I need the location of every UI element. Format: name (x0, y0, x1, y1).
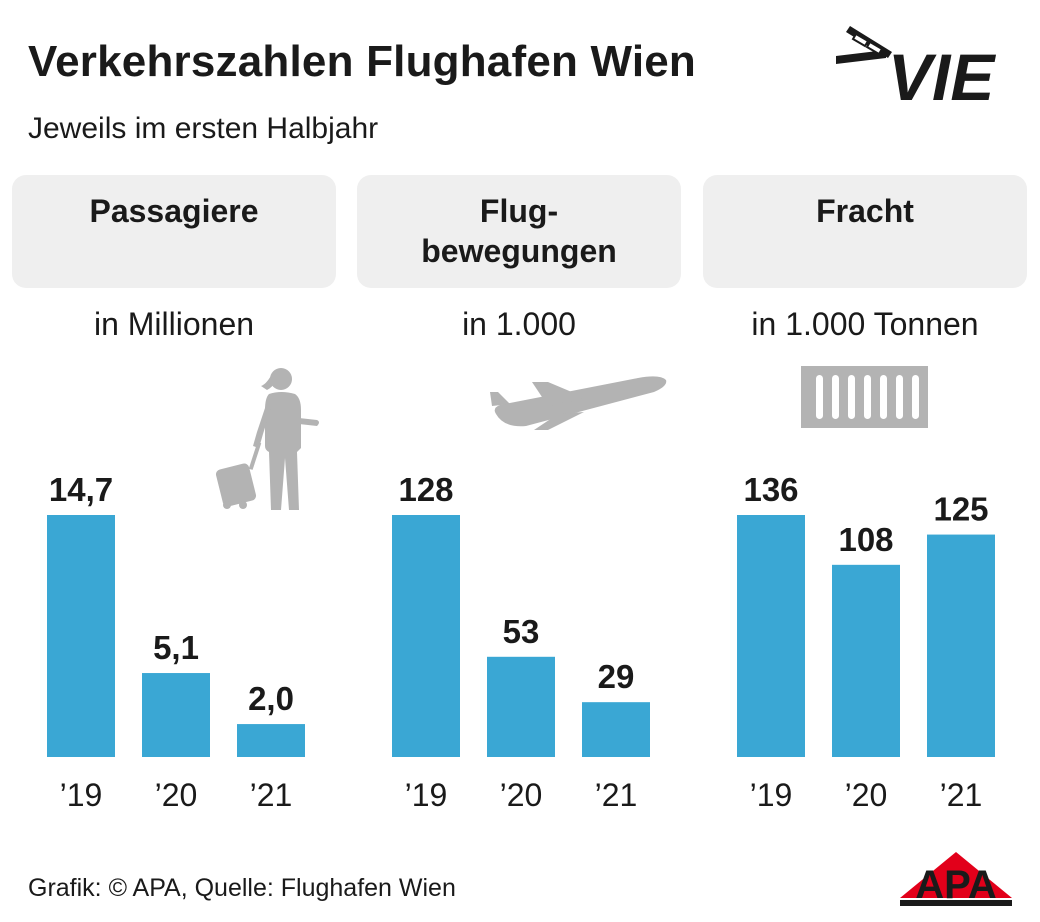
source-credit: Grafik: © APA, Quelle: Flughafen Wien (28, 874, 456, 902)
bar-2-1 (832, 564, 900, 757)
bar-1-0 (392, 515, 460, 757)
value-label-2-1: 108 (838, 521, 893, 558)
panel-header-flugbewegungen: Flug- bewegungen (357, 175, 681, 288)
unit-fracht: in 1.000 Tonnen (751, 306, 979, 342)
panel-title-flugbewegungen: Flug- bewegungen (421, 193, 617, 269)
cargo-container-icon (801, 366, 928, 428)
panel-header-passagiere: Passagiere (12, 175, 336, 288)
bar-1-2 (582, 702, 650, 757)
bar-0-1 (142, 673, 210, 757)
bar-1-1 (487, 656, 555, 757)
panel-title-passagiere: Passagiere (89, 193, 259, 229)
value-label-0-0: 14,7 (49, 471, 113, 508)
category-label-0-2: ’21 (250, 777, 293, 813)
panel-header-fracht: Fracht (703, 175, 1027, 288)
category-label-2-2: ’21 (940, 777, 983, 813)
category-label-0-1: ’20 (155, 777, 198, 813)
airplane-icon (490, 376, 667, 430)
vie-logo: VIE (836, 26, 996, 108)
category-label-2-1: ’20 (845, 777, 888, 813)
category-label-1-2: ’21 (595, 777, 638, 813)
category-label-1-1: ’20 (500, 777, 543, 813)
value-label-0-2: 2,0 (248, 680, 294, 717)
value-label-0-1: 5,1 (153, 629, 199, 666)
value-label-1-2: 29 (598, 658, 635, 695)
category-label-1-0: ’19 (405, 777, 448, 813)
apa-logo-text: APA (915, 863, 996, 907)
value-label-1-1: 53 (503, 613, 540, 650)
category-label-2-0: ’19 (750, 777, 793, 813)
chart-subtitle: Jeweils im ersten Halbjahr (28, 112, 379, 145)
bar-2-2 (927, 534, 995, 757)
chart-title: Verkehrszahlen Flughafen Wien (28, 37, 697, 86)
apa-logo: APA (900, 852, 1012, 907)
value-label-2-0: 136 (743, 471, 798, 508)
panel-title-fracht: Fracht (816, 193, 914, 229)
bar-0-2 (237, 724, 305, 757)
category-label-0-0: ’19 (60, 777, 103, 813)
bar-0-0 (47, 515, 115, 757)
unit-flugbewegungen: in 1.000 (462, 306, 576, 342)
unit-passagiere: in Millionen (93, 306, 255, 342)
traveler-with-suitcase-icon (215, 368, 319, 510)
value-label-1-0: 128 (398, 471, 453, 508)
value-label-2-2: 125 (933, 491, 988, 528)
vie-logo-text: VIE (888, 40, 996, 108)
bar-2-0 (737, 515, 805, 757)
